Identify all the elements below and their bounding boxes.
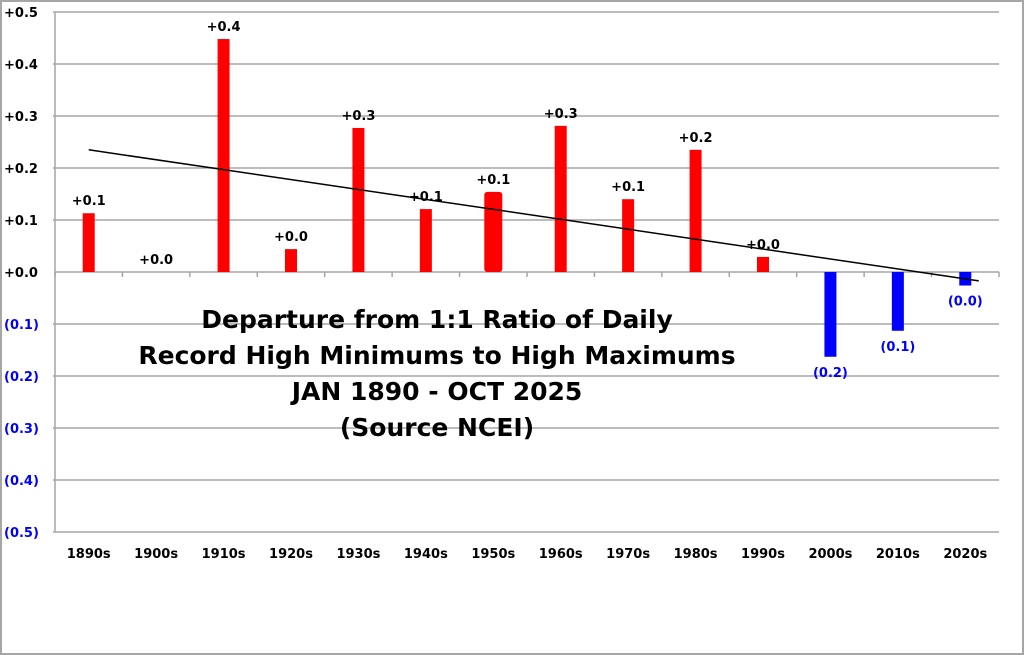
x-tick-label: 1940s xyxy=(404,547,448,562)
x-tick-label: 2020s xyxy=(943,547,987,562)
x-tick-label: 1990s xyxy=(741,547,785,562)
y-tick-label: +0.0 xyxy=(4,266,38,281)
data-label: +0.1 xyxy=(409,190,443,205)
x-tick-label: 1930s xyxy=(336,547,380,562)
data-label: (0.0) xyxy=(948,295,983,310)
y-tick-label: (0.4) xyxy=(4,474,39,489)
y-tick-label: (0.2) xyxy=(4,370,39,385)
data-label: +0.4 xyxy=(207,20,241,35)
bar-2000s xyxy=(824,272,837,357)
data-label: +0.2 xyxy=(679,131,713,146)
data-label: +0.0 xyxy=(746,238,780,253)
y-tick-label: (0.3) xyxy=(4,422,39,437)
bar-1960s xyxy=(554,125,567,272)
y-tick-label: +0.4 xyxy=(4,58,38,73)
y-tick-label: +0.1 xyxy=(4,214,38,229)
x-tick-label: 1920s xyxy=(269,547,313,562)
data-label: +0.1 xyxy=(611,180,645,195)
x-tick-label: 1980s xyxy=(674,547,718,562)
bar-1990s xyxy=(757,256,769,272)
bar-1980s xyxy=(689,149,702,272)
bar-2010s xyxy=(891,272,904,331)
title-line-2: Record High Minimums to High Maximums xyxy=(138,341,735,370)
chart-title: Departure from 1:1 Ratio of Daily Record… xyxy=(138,305,735,442)
bar-1890s xyxy=(82,213,95,272)
x-tick-label: 2000s xyxy=(808,547,852,562)
y-tick-label: +0.2 xyxy=(4,162,38,177)
data-label: +0.1 xyxy=(72,194,106,209)
data-label: +0.3 xyxy=(544,107,578,122)
y-tick-label: (0.5) xyxy=(4,526,39,541)
bar-1930s xyxy=(352,127,365,273)
x-tick-label: 2010s xyxy=(876,547,920,562)
x-tick-label: 1910s xyxy=(202,547,246,562)
bar-1940s xyxy=(419,209,432,272)
data-label: +0.0 xyxy=(139,253,173,268)
data-label: +0.0 xyxy=(274,230,308,245)
x-tick-label: 1950s xyxy=(471,547,515,562)
y-tick-label: +0.5 xyxy=(4,6,38,21)
data-label: (0.2) xyxy=(813,366,848,381)
x-tick-label: 1970s xyxy=(606,547,650,562)
y-tick-label: +0.3 xyxy=(4,110,38,125)
x-tick-label: 1960s xyxy=(539,547,583,562)
data-label: +0.1 xyxy=(476,173,510,188)
title-line-4: (Source NCEI) xyxy=(340,413,534,442)
data-label: +0.3 xyxy=(341,109,375,124)
title-line-3: JAN 1890 - OCT 2025 xyxy=(290,377,583,406)
trendline xyxy=(88,149,979,282)
bar-1950s xyxy=(484,191,503,272)
bar-1920s xyxy=(285,249,297,272)
y-tick-label: (0.1) xyxy=(4,318,39,333)
title-line-1: Departure from 1:1 Ratio of Daily xyxy=(201,305,673,334)
bar-1970s xyxy=(622,199,635,272)
bar-1910s xyxy=(217,39,230,272)
x-tick-label: 1900s xyxy=(134,547,178,562)
x-tick-label: 1890s xyxy=(67,547,111,562)
data-label: (0.1) xyxy=(880,340,915,355)
